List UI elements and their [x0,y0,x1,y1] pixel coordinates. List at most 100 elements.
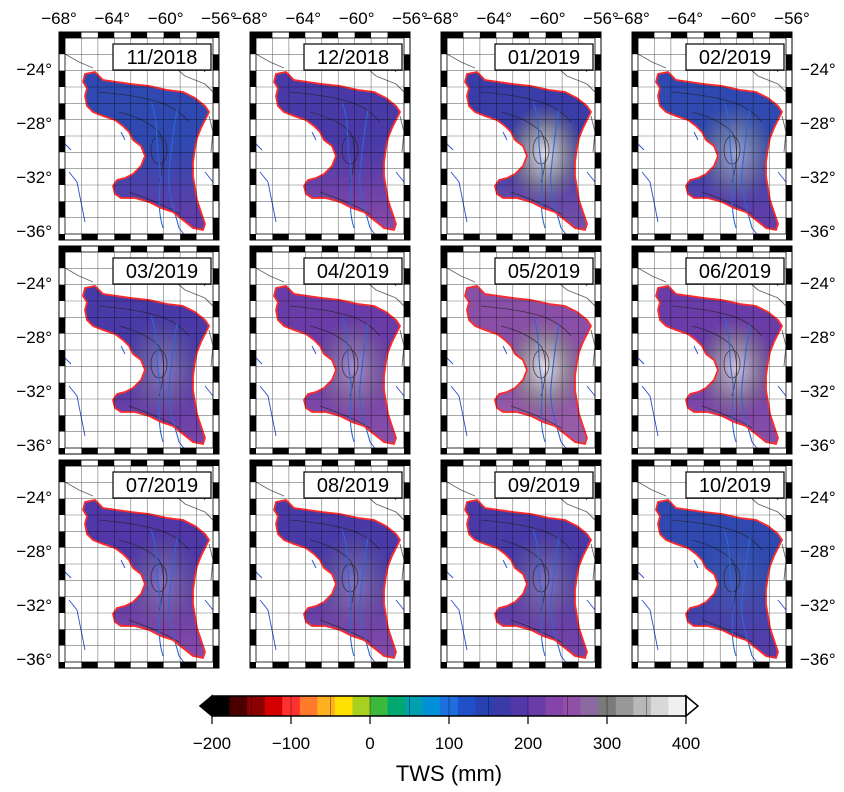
lon-labels-col-3: −68° −64° −60° −56° [423,9,619,28]
colorbar-tick-label: 0 [365,734,374,753]
lat-label: −24° [800,274,836,293]
colorbar-cell [650,696,669,716]
lon-label: −68° [423,9,459,28]
map-panel: 10/2019 [631,459,793,669]
date-label-box [685,43,785,71]
map-panel: 01/2019 [440,31,602,241]
lat-label: −36° [16,650,52,669]
lat-labels-right-row-2: −24° −28° −32° −36° [800,274,836,455]
country-border [446,471,596,581]
lat-label: −28° [800,542,836,561]
colorbar-tick-label: 100 [435,734,463,753]
lon-labels-col-1: −68° −64° −60° −56° [41,9,237,28]
date-label-box [303,257,403,285]
date-label-box [494,471,594,499]
country-border [255,471,405,581]
checkered-frame [58,459,220,669]
date-label-box [303,43,403,71]
panel-date-label: 11/2018 [127,47,198,69]
lat-label: −32° [16,596,52,615]
checkered-frame [440,31,602,241]
lat-label: −28° [800,114,836,133]
lon-label: −56° [392,9,428,28]
lat-label: −32° [16,168,52,187]
map-panel: 05/2019 [440,245,602,455]
colorbar-cell [615,696,634,716]
panel-date-label: 08/2019 [317,475,389,497]
lon-label: −60° [148,9,184,28]
lon-labels-col-4: −68° −64° −60° −56° [614,9,810,28]
colorbar-tick-label: 400 [672,734,700,753]
country-border [637,257,787,367]
country-border [255,43,405,153]
map-panel: 07/2019 [58,459,220,669]
graticule [65,466,213,662]
colorbar-cell [475,696,494,716]
colorbar-cell [212,696,231,716]
panel-date-label: 05/2019 [508,261,580,283]
basin-outline [82,71,211,232]
colorbar-cell [370,696,389,716]
panel-date-label: 02/2019 [699,47,771,69]
country-border [64,471,214,581]
lat-axis-right: −24° −28° −32° −36° −24° −28° −32° −36° … [800,60,836,669]
lat-axis-left: −24° −28° −32° −36° −24° −28° −32° −36° … [16,60,52,669]
country-border [64,257,214,367]
lat-label: −36° [16,222,52,241]
checkered-frame [249,245,411,455]
colorbar-cell [247,696,266,716]
lat-label: −36° [16,436,52,455]
basin-outline [464,285,593,446]
colorbar-cells [212,696,687,716]
lon-label: −68° [232,9,268,28]
country-border [446,43,596,153]
map-panel: 11/2018 [58,31,220,241]
graticule [638,466,786,662]
checkered-frame [58,245,220,455]
colorbar-tick-label: 200 [514,734,542,753]
lat-label: −24° [800,60,836,79]
lon-label: −56° [583,9,619,28]
lat-label: −32° [800,596,836,615]
lat-label: −28° [16,328,52,347]
colorbar-title: TWS (mm) [396,761,502,786]
graticule [447,466,595,662]
lon-label: −60° [721,9,757,28]
lat-label: −28° [16,114,52,133]
panel-date-label: 03/2019 [126,261,198,283]
country-border [255,257,405,367]
lat-labels-row-1: −24° −28° −32° −36° [16,60,52,241]
map-panel: 08/2019 [249,459,411,669]
checkered-frame [249,459,411,669]
country-border [637,43,787,153]
date-label-box [112,471,212,499]
colorbar-cell [510,696,529,716]
basin-outline [82,499,211,660]
lat-labels-right-row-3: −24° −28° −32° −36° [800,488,836,669]
map-panel: 09/2019 [440,459,602,669]
colorbar-cell [528,696,547,716]
lon-labels-col-2: −68° −64° −60° −56° [232,9,428,28]
colorbar-tick-label: 300 [593,734,621,753]
map-panel: 02/2019 [631,31,793,241]
colorbar-cell [633,696,652,716]
date-label-box [685,257,785,285]
lon-axis-top: −68° −64° −60° −56° −68° −64° −60° −56° … [41,9,810,28]
colorbar-cell [299,696,318,716]
map-panel: 06/2019 [631,245,793,455]
lat-label: −24° [16,488,52,507]
colorbar-cell [457,696,476,716]
lat-label: −28° [800,328,836,347]
checkered-frame [58,31,220,241]
map-panel: 03/2019 [58,245,220,455]
country-border [64,43,214,153]
country-border [637,471,787,581]
panel-date-label: 07/2019 [126,475,198,497]
lon-label: −64° [476,9,512,28]
date-label-box [112,257,212,285]
panel-date-label: 04/2019 [317,261,389,283]
lon-label: −68° [614,9,650,28]
lon-label: −56° [201,9,237,28]
